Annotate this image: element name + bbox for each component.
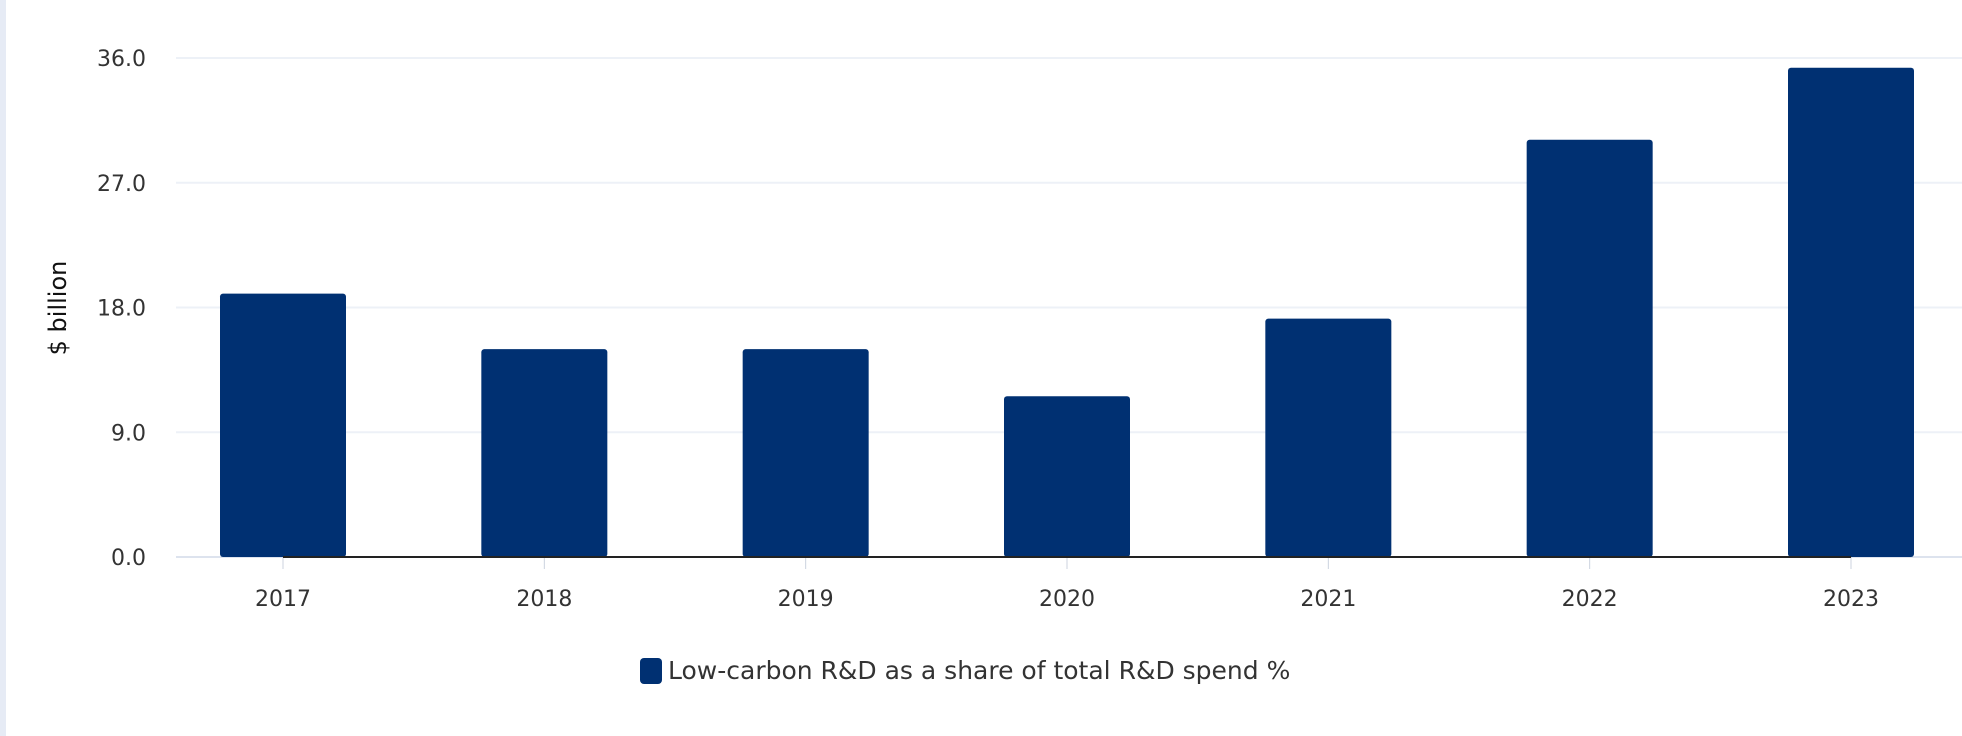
x-tick-label: 2023 (1823, 587, 1879, 612)
x-tick-label: 2020 (1039, 587, 1095, 612)
panel-edge (0, 0, 6, 736)
bar-2020 (1004, 396, 1130, 557)
bar-2023 (1788, 67, 1914, 558)
y-tick-label: 9.0 (111, 421, 146, 446)
y-tick-label: 18.0 (97, 297, 146, 322)
x-tick-label: 2022 (1562, 587, 1618, 612)
legend-label: Low-carbon R&D as a share of total R&D s… (668, 656, 1291, 685)
bar-2021 (1265, 318, 1392, 557)
legend[interactable]: Low-carbon R&D as a share of total R&D s… (640, 656, 1290, 685)
y-tick-label: 0.0 (111, 546, 146, 571)
bar-2018 (481, 349, 608, 557)
legend-swatch (640, 657, 662, 684)
y-tick-label: 27.0 (97, 172, 146, 197)
y-axis-label: $ billion (44, 261, 72, 356)
x-tick-label: 2019 (778, 587, 834, 612)
bar-2019 (742, 349, 869, 557)
x-tick-label: 2018 (516, 587, 572, 612)
x-tick-label: 2021 (1300, 587, 1356, 612)
bar-2017 (220, 293, 346, 557)
bar-2022 (1526, 139, 1653, 557)
y-tick-label: 36.0 (97, 47, 146, 72)
x-tick-label: 2017 (255, 587, 311, 612)
